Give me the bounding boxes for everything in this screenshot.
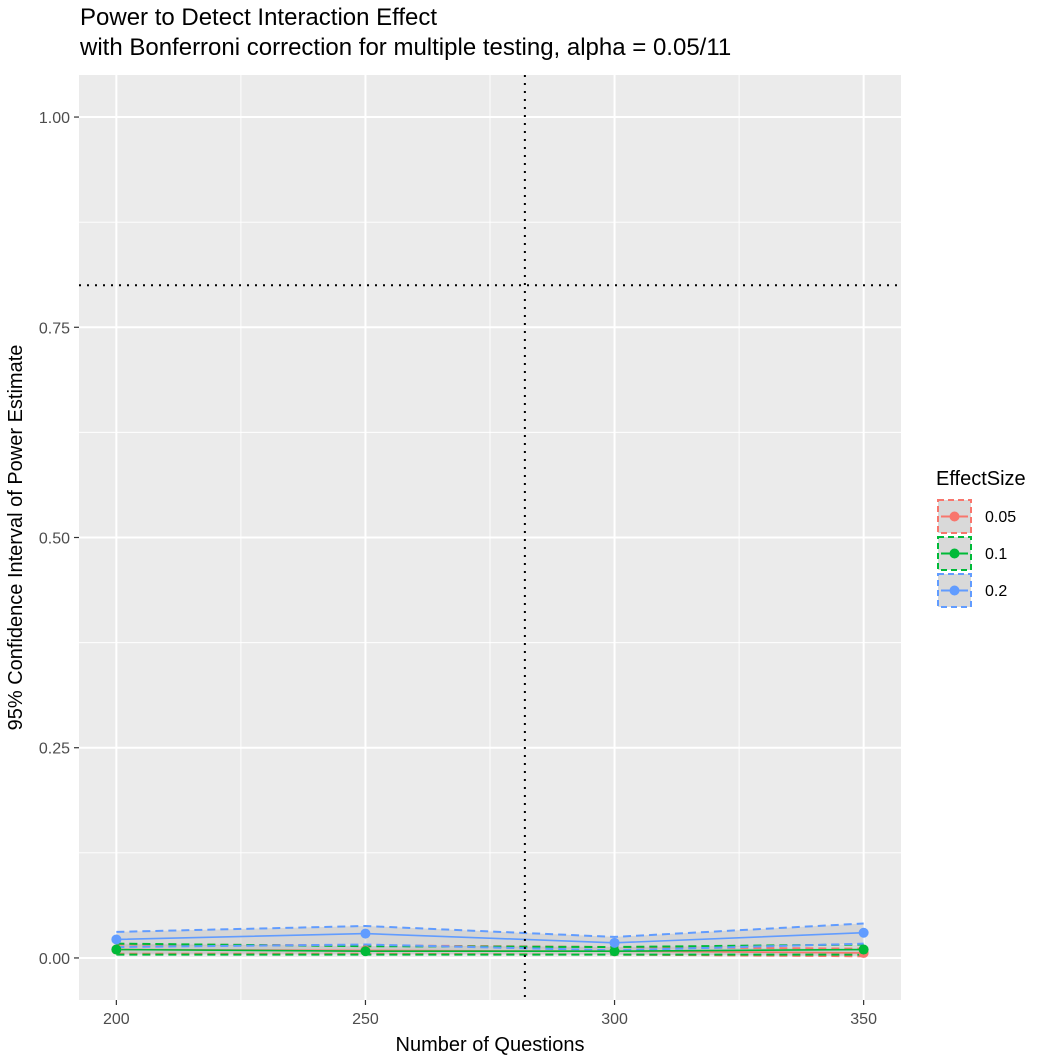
y-axis: 0.00 0.25 0.50 0.75 1.00 (39, 110, 79, 968)
y-tick-label: 0.75 (39, 320, 70, 337)
chart-title: Power to Detect Interaction Effect (80, 4, 438, 31)
x-tick-label: 350 (850, 1011, 877, 1028)
confidence-bounds (116, 922, 864, 958)
ci-lower-0.2 (116, 942, 864, 952)
legend-point-0.2 (949, 585, 960, 596)
data-point-0.2 (111, 934, 122, 945)
data-point-0.1 (360, 946, 371, 957)
ci-ribbon-0.2 (116, 923, 864, 951)
data-point-0.2 (360, 928, 371, 939)
x-axis-title: Number of Questions (396, 1034, 585, 1056)
legend-point-0.1 (949, 548, 960, 559)
data-point-0.1 (609, 946, 620, 957)
legend-label-0.2: 0.2 (985, 583, 1007, 600)
y-tick-label: 0.25 (39, 741, 70, 758)
legend-label-0.1: 0.1 (985, 546, 1007, 563)
chart-subtitle: with Bonferroni correction for multiple … (80, 34, 732, 61)
series-points (111, 927, 869, 958)
y-axis-title: 95% Confidence Interval of Power Estimat… (5, 345, 27, 731)
data-point-0.1 (858, 944, 869, 955)
legend-point-0.05 (949, 511, 960, 522)
data-point-0.2 (609, 937, 620, 948)
series-lines (116, 931, 864, 954)
y-tick-label: 1.00 (39, 110, 70, 127)
legend: EffectSize 0.05 0.1 0.2 (936, 468, 1026, 608)
legend-title: EffectSize (936, 468, 1026, 490)
x-tick-label: 250 (352, 1011, 379, 1028)
ci-upper-0.2 (116, 922, 864, 938)
x-axis: 200 250 300 350 (103, 1000, 877, 1028)
legend-label-0.05: 0.05 (985, 509, 1016, 526)
series-line-0.1 (116, 948, 864, 953)
data-point-0.1 (111, 944, 122, 955)
major-gridlines (79, 75, 901, 1000)
y-tick-label: 0.50 (39, 531, 70, 548)
x-tick-label: 200 (103, 1011, 130, 1028)
data-point-0.2 (858, 927, 869, 938)
x-tick-label: 300 (601, 1011, 628, 1028)
series-line-0.2 (116, 931, 864, 944)
y-tick-label: 0.00 (39, 951, 70, 968)
reference-lines (79, 75, 901, 1000)
